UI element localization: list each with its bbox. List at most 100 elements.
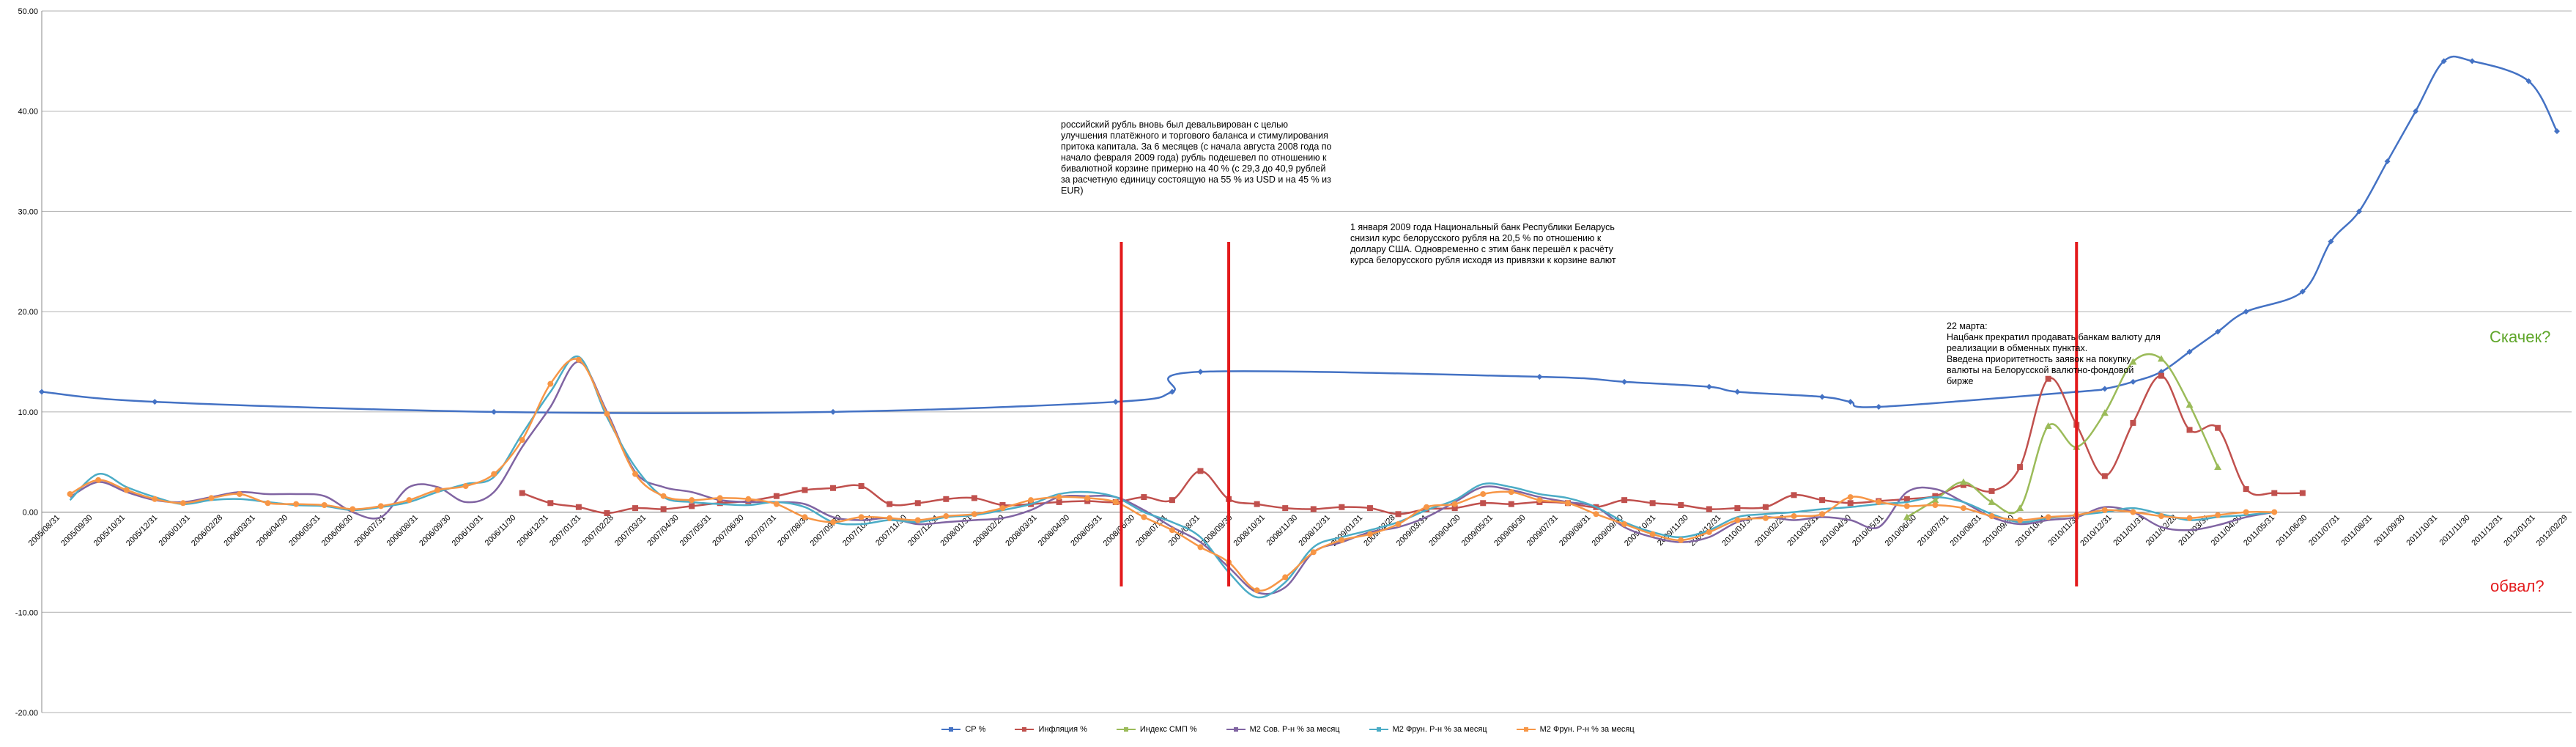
data-point (1988, 487, 1995, 494)
legend-swatch (941, 726, 961, 733)
x-tick-label: 2011/07/31 (2307, 513, 2342, 548)
data-point (2469, 58, 2476, 65)
data-point (1254, 587, 1260, 594)
data-point (2243, 486, 2249, 493)
data-point (377, 503, 384, 509)
data-point (632, 471, 639, 477)
data-point (2045, 514, 2051, 520)
y-tick-label: 50.00 (18, 7, 38, 16)
data-point (943, 513, 950, 520)
data-point (1141, 494, 1147, 501)
data-point (67, 490, 73, 497)
data-point (802, 487, 808, 493)
data-point (208, 495, 215, 501)
data-point (1932, 493, 1939, 499)
data-point (2554, 128, 2560, 135)
x-tick-label: 2011/12/31 (2470, 513, 2504, 548)
data-point (39, 389, 45, 395)
data-point (2130, 419, 2136, 426)
data-point (1847, 399, 1854, 405)
data-point (604, 509, 610, 516)
x-tick-label: 2006/04/30 (255, 513, 289, 548)
data-point (2243, 509, 2249, 515)
data-point (1819, 497, 1826, 504)
data-point (2130, 378, 2136, 385)
data-point (1508, 489, 1514, 496)
data-point (660, 493, 667, 499)
data-point (1197, 544, 1204, 551)
data-point (2215, 328, 2221, 335)
data-point (2271, 509, 2278, 515)
data-point (2186, 515, 2193, 521)
data-point (2017, 464, 2024, 471)
x-tick-label: 2006/11/30 (484, 513, 518, 548)
data-point (152, 496, 158, 502)
x-tick-label: 2008/11/30 (1265, 513, 1300, 548)
data-point (1876, 404, 1882, 411)
x-tick-label: 2010/06/30 (1884, 513, 1918, 548)
data-point (1310, 506, 1317, 512)
annotation-devaluation-2008: российский рубль вновь был девальвирован… (1061, 119, 1332, 196)
data-point (1819, 511, 1826, 518)
data-point (1791, 492, 1797, 498)
x-tick-label: 2010/08/31 (1949, 513, 1983, 548)
x-tick-label: 2007/07/31 (744, 513, 778, 548)
data-point (1791, 513, 1797, 520)
legend-item: Индекс СМП % (1116, 725, 1197, 734)
data-point (1988, 513, 1995, 520)
data-point (2101, 473, 2108, 479)
data-point (1056, 494, 1062, 501)
data-point (491, 471, 497, 477)
data-point (773, 493, 780, 499)
data-point (179, 500, 186, 507)
data-point (2243, 309, 2249, 315)
x-tick-label: 2005/08/31 (27, 513, 62, 548)
legend-item: М2 Фрун. Р-н % за месяц (1369, 725, 1487, 734)
data-point (2045, 375, 2051, 382)
data-point (1734, 389, 1741, 395)
data-point (1762, 504, 1769, 510)
x-tick-label: 2009/05/31 (1460, 513, 1495, 548)
data-point (2440, 58, 2447, 65)
data-point (858, 483, 865, 490)
data-point (2186, 348, 2193, 355)
data-point (1282, 505, 1289, 512)
data-point (123, 487, 130, 493)
data-point (1706, 506, 1712, 512)
data-point (1197, 369, 1204, 375)
data-point (689, 503, 695, 509)
data-point (604, 411, 610, 417)
legend-label: М2 Фрун. Р-н % за месяц (1392, 725, 1487, 734)
data-point (2016, 504, 2024, 512)
data-point (773, 501, 780, 507)
x-tick-label: 2010/12/31 (2079, 513, 2113, 548)
x-tick-label: 2009/06/30 (1492, 513, 1527, 548)
data-point (1508, 501, 1514, 507)
data-point (1593, 511, 1599, 518)
y-tick-label: -20.00 (15, 709, 38, 718)
legend-label: Индекс СМП % (1139, 725, 1197, 734)
x-tick-label: 2007/03/31 (613, 513, 648, 548)
data-point (1876, 498, 1882, 505)
x-tick-label: 2008/05/31 (1069, 513, 1103, 548)
data-point (575, 356, 582, 363)
legend-label: Инфляция % (1038, 725, 1087, 734)
data-point (1649, 500, 1656, 507)
data-point (1028, 497, 1035, 504)
data-point (575, 504, 582, 510)
data-point (1310, 549, 1317, 556)
data-point (1706, 383, 1712, 390)
data-point (717, 500, 723, 507)
data-point (1451, 501, 1458, 507)
data-point (858, 514, 865, 520)
legend-item: СР % (941, 725, 985, 734)
data-point (1169, 389, 1175, 395)
x-tick-label: 2007/05/31 (678, 513, 713, 548)
x-tick-label: 2006/02/28 (190, 513, 224, 548)
legend-swatch (1015, 726, 1035, 733)
x-tick-label: 2007/06/30 (711, 513, 745, 548)
data-point (2101, 507, 2108, 513)
legend-label: М2 Сов. Р-н % за месяц (1249, 725, 1340, 734)
data-point (293, 501, 300, 507)
data-point (1621, 378, 1628, 385)
